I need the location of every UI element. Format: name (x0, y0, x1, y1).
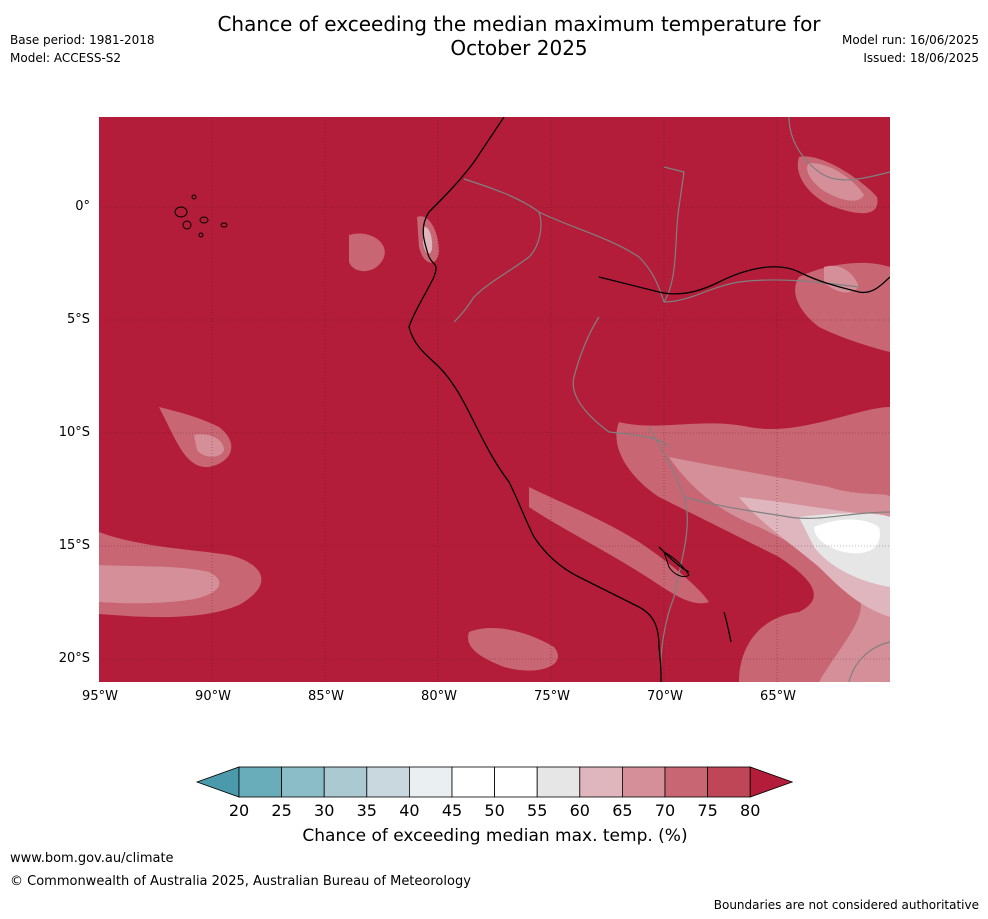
colorbar-tick-label: 45 (441, 801, 463, 820)
colorbar-tick-label: 50 (484, 801, 505, 820)
colorbar-segment (366, 766, 410, 798)
lat-label-20s: 20°S (58, 651, 90, 666)
colorbar-segment (408, 766, 453, 798)
colorbar-tick-label: 30 (314, 801, 335, 820)
base-period: Base period: 1981-2018 (10, 33, 155, 47)
lon-label-90w: 90°W (195, 689, 231, 704)
lat-label-10s: 10°S (58, 425, 90, 440)
colorbar-tick-label: 25 (271, 801, 292, 820)
colorbar-segment (536, 766, 581, 798)
lat-label-0: 0° (75, 199, 90, 214)
colorbar-tick-label: 55 (527, 801, 548, 820)
colorbar-tick-label: 60 (569, 801, 590, 820)
colorbar-tick-label: 40 (399, 801, 420, 820)
lakes (663, 551, 690, 578)
colorbar-tick-label: 70 (654, 801, 676, 820)
colorbar-tick-label: 20 (228, 801, 250, 820)
footer-copyright: © Commonwealth of Australia 2025, Austra… (10, 874, 471, 889)
colorbar-label: Chance of exceeding median max. temp. (%… (302, 826, 688, 846)
lon-label-70w: 70°W (647, 689, 683, 704)
lon-label-85w: 85°W (308, 689, 344, 704)
coastline (408, 117, 890, 682)
footer-disclaimer: Boundaries are not considered authoritat… (713, 898, 979, 912)
model-name: Model: ACCESS-S2 (10, 51, 122, 65)
map-title: Chance of exceeding the median maximum t… (194, 12, 844, 60)
colorbar-segment (323, 766, 368, 798)
map-svg (99, 117, 890, 682)
contour-west-blob-2 (194, 434, 224, 457)
colorbar-segment (238, 766, 282, 798)
country-borders (453, 117, 890, 682)
contour-regions (99, 156, 890, 682)
contour-peru-coast (529, 487, 709, 604)
title-line-1: Chance of exceeding the median maximum t… (217, 12, 821, 36)
colorbar-extend-high (749, 766, 794, 798)
contour-se-50 (814, 519, 880, 554)
colorbar-segment (494, 766, 538, 798)
colorbar-tick-label: 80 (740, 801, 761, 820)
lat-label-5s: 5°S (66, 312, 90, 327)
contour-south-blob (468, 627, 558, 671)
probability-map (99, 117, 890, 682)
colorbar (195, 766, 794, 798)
lat-label-15s: 15°S (58, 538, 90, 553)
lon-label-80w: 80°W (421, 689, 457, 704)
issued-date: Issued: 18/06/2025 (863, 51, 979, 65)
colorbar-segment (281, 766, 325, 798)
colorbar-tick-label: 75 (697, 801, 718, 820)
colorbar-segment (621, 766, 666, 798)
footer-url: www.bom.gov.au/climate (10, 851, 174, 866)
galapagos-islands (174, 194, 228, 238)
colorbar-segment (451, 766, 495, 798)
lon-label-95w: 95°W (82, 689, 118, 704)
graticule (99, 117, 890, 682)
contour-east-blob-70 (795, 262, 890, 352)
colorbar-segment (707, 766, 751, 798)
title-line-2: October 2025 (450, 36, 588, 60)
lon-label-75w: 75°W (534, 689, 570, 704)
contour-sw-band-65 (99, 565, 220, 604)
colorbar-extend-low (195, 766, 240, 798)
lon-label-65w: 65°W (760, 689, 796, 704)
colorbar-tick-label: 65 (612, 801, 633, 820)
contour-ocean-blob-3 (349, 233, 385, 272)
colorbar-segment (579, 766, 623, 798)
colorbar-segments (195, 766, 794, 798)
contour-ne-65 (807, 162, 864, 201)
colorbar-tick-label: 35 (356, 801, 377, 820)
colorbar-segment (664, 766, 708, 798)
model-run: Model run: 16/06/2025 (841, 33, 979, 47)
lake-titicaca (663, 551, 690, 578)
